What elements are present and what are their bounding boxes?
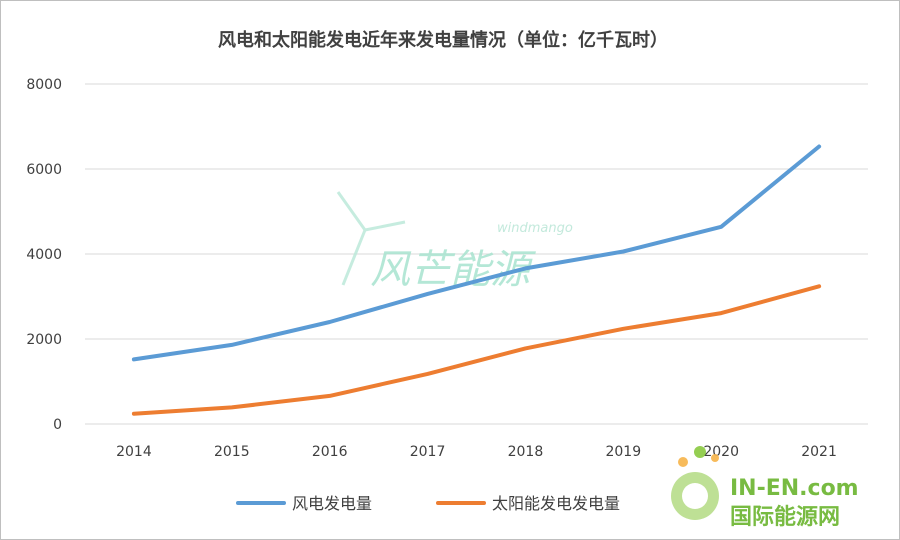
x-tick-label: 2018 bbox=[508, 444, 544, 460]
y-axis-ticks: 0 2000 4000 6000 8000 bbox=[26, 77, 62, 433]
x-axis-ticks: 2014 2015 2016 2017 2018 2019 2020 2021 bbox=[116, 444, 837, 460]
legend-label-0: 风电发电量 bbox=[292, 494, 372, 513]
x-tick-label: 2020 bbox=[703, 444, 739, 460]
y-tick-label: 4000 bbox=[26, 247, 62, 263]
x-tick-label: 2015 bbox=[214, 444, 250, 460]
chart-title: 风电和太阳能发电近年来发电量情况（单位：亿千瓦时） bbox=[218, 29, 668, 51]
y-tick-label: 0 bbox=[53, 417, 62, 433]
legend: 风电发电量 太阳能发电发电量 bbox=[236, 494, 620, 513]
y-tick-label: 8000 bbox=[26, 77, 62, 93]
in-en-watermark: IN-EN.com 国际能源网 bbox=[671, 446, 859, 530]
gridlines bbox=[85, 83, 868, 425]
legend-label-1: 太阳能发电发电量 bbox=[492, 494, 620, 513]
series-lines bbox=[131, 144, 822, 416]
windmill-watermark-icon bbox=[336, 191, 406, 286]
x-tick-label: 2019 bbox=[605, 444, 641, 460]
y-tick-label: 2000 bbox=[26, 332, 62, 348]
windmango-watermark: windmango 风芒能源 bbox=[336, 191, 573, 293]
in-en-logo-icon bbox=[671, 446, 719, 520]
x-tick-label: 2014 bbox=[116, 444, 152, 460]
x-tick-label: 2021 bbox=[801, 444, 837, 460]
watermark-small-text: windmango bbox=[497, 221, 573, 236]
y-tick-label: 6000 bbox=[26, 162, 62, 178]
series-line-0 bbox=[131, 144, 822, 362]
x-tick-label: 2016 bbox=[312, 444, 348, 460]
brand-cn-text: 国际能源网 bbox=[730, 504, 840, 530]
brand-en-text: IN-EN.com bbox=[730, 476, 859, 501]
series-line-1 bbox=[131, 284, 822, 416]
x-tick-label: 2017 bbox=[410, 444, 446, 460]
